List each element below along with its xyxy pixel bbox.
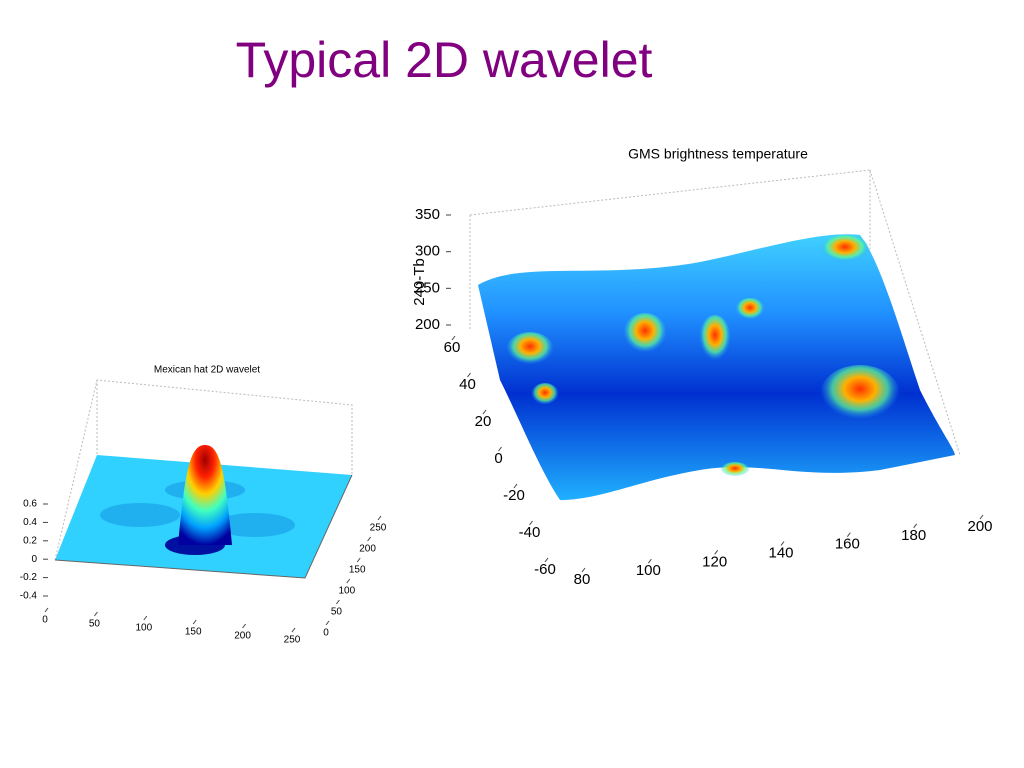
x-tick xyxy=(242,623,247,629)
x-tick xyxy=(846,532,851,537)
z-tick-label: 0.4 xyxy=(23,517,37,528)
x-tick xyxy=(192,619,197,625)
x-tick-label: 100 xyxy=(636,562,661,579)
chart-title: GMS brightness temperature xyxy=(628,146,808,162)
x-tick xyxy=(647,558,652,564)
z-tick-label: 200 xyxy=(415,316,440,333)
x-tick-label: 250 xyxy=(284,635,301,646)
x-tick-label: 180 xyxy=(901,527,926,544)
gms-surface xyxy=(469,169,961,500)
x-tick-label: 140 xyxy=(768,544,793,561)
z-tick-label: 0.2 xyxy=(23,535,37,546)
z-tick-label: 0.6 xyxy=(23,499,37,510)
y-tick xyxy=(325,620,330,626)
x-tick-label: 120 xyxy=(702,553,727,570)
x-tick xyxy=(581,567,586,573)
x-tick-label: 100 xyxy=(135,623,152,634)
y-tick xyxy=(356,557,361,563)
x-tick-label: 0 xyxy=(42,615,48,626)
y-tick xyxy=(498,446,502,452)
y-tick-label: 200 xyxy=(359,544,376,555)
y-tick-label: -60 xyxy=(534,561,556,578)
x-tick xyxy=(291,627,296,633)
z-tick-label: 250 xyxy=(415,279,440,296)
x-tick xyxy=(780,541,785,546)
y-tick-label: 60 xyxy=(444,339,461,356)
y-tick xyxy=(367,536,372,542)
y-tick-label: 250 xyxy=(370,523,387,534)
slide-title: Typical 2D wavelet xyxy=(236,32,653,88)
y-tick-label: -40 xyxy=(519,524,541,541)
x-tick-label: 150 xyxy=(185,627,202,638)
y-tick-label: -20 xyxy=(503,487,525,504)
mexican-hat-surface xyxy=(54,379,353,579)
x-tick-label: 50 xyxy=(89,619,101,630)
y-tick-label: 40 xyxy=(459,376,476,393)
y-tick xyxy=(467,372,471,378)
x-tick xyxy=(94,611,98,617)
y-tick-label: 150 xyxy=(349,565,366,576)
x-tick-label: 160 xyxy=(835,536,860,553)
y-tick xyxy=(346,578,351,584)
z-tick-label: 350 xyxy=(415,206,440,223)
x-tick xyxy=(979,514,984,520)
x-tick-label: 200 xyxy=(967,518,992,535)
y-tick xyxy=(482,409,487,415)
z-axis-label: 240-Tb xyxy=(411,258,428,306)
x-tick xyxy=(44,607,49,613)
z-tick-label: -0.2 xyxy=(20,572,38,583)
y-tick xyxy=(513,483,518,489)
y-tick-label: 0 xyxy=(494,450,502,467)
x-tick xyxy=(714,550,719,555)
y-tick xyxy=(377,515,382,521)
x-tick xyxy=(143,615,148,621)
z-tick-label: -0.4 xyxy=(20,591,38,602)
x-tick xyxy=(913,523,918,529)
y-tick-label: 0 xyxy=(323,628,329,639)
x-tick-label: 200 xyxy=(234,631,251,642)
y-tick xyxy=(335,599,340,605)
x-tick-label: 80 xyxy=(574,571,591,588)
y-tick-label: 50 xyxy=(331,607,343,618)
z-tick-label: 0 xyxy=(31,554,37,565)
y-tick-label: 100 xyxy=(338,586,355,597)
y-tick xyxy=(529,520,533,526)
y-tick xyxy=(451,335,456,341)
chart-title: Mexican hat 2D wavelet xyxy=(154,365,260,376)
z-tick-label: 300 xyxy=(415,243,440,260)
y-tick-label: 20 xyxy=(475,413,492,430)
y-tick xyxy=(544,557,549,563)
